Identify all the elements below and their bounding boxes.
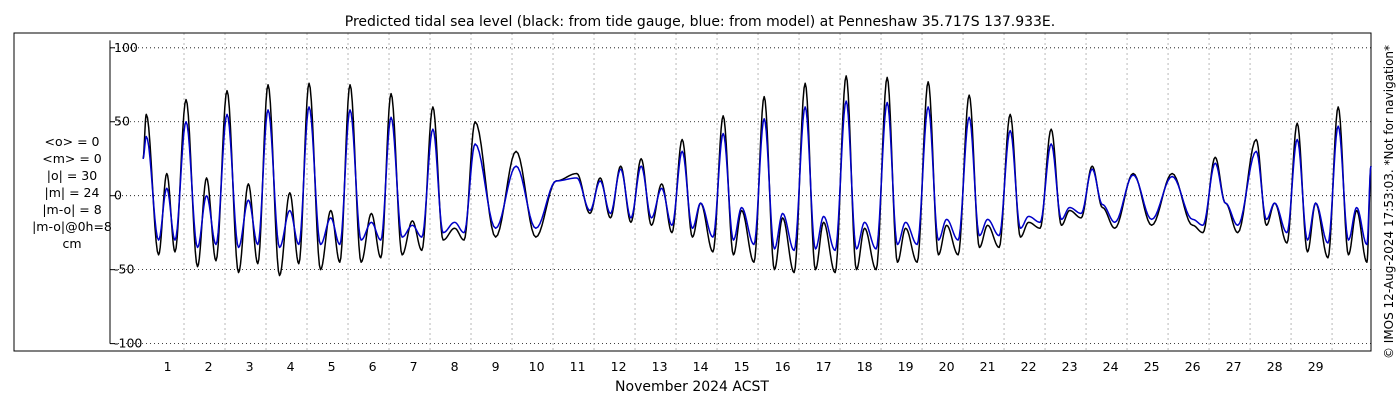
x-tick-label: 4	[287, 359, 295, 374]
y-tick-label: 50	[114, 114, 130, 129]
stats-block: <o> = 0 <m> = 0 |o| = 30 |m| = 24 |m-o| …	[32, 134, 112, 251]
x-tick-label: 29	[1308, 359, 1324, 374]
x-tick-label: 19	[898, 359, 914, 374]
x-tick-label: 13	[652, 359, 668, 374]
x-tick-label: 8	[451, 359, 459, 374]
x-tick-label: 14	[693, 359, 709, 374]
x-tick-label: 2	[205, 359, 213, 374]
chart-title: Predicted tidal sea level (black: from t…	[345, 14, 1055, 30]
x-tick-label: 3	[246, 359, 254, 374]
x-tick-label: 7	[410, 359, 418, 374]
stat-abs-model: |m| = 24	[45, 185, 100, 200]
axes	[13, 32, 1372, 352]
x-tick-label: 27	[1226, 359, 1242, 374]
x-tick-label: 23	[1062, 359, 1078, 374]
x-tick-label: 20	[939, 359, 955, 374]
x-axis-label: November 2024 ACST	[615, 379, 769, 395]
stat-mean-obs: <o> = 0	[45, 134, 100, 149]
x-tick-label: 28	[1267, 359, 1283, 374]
x-tick-label: 25	[1144, 359, 1160, 374]
x-tick-label: 5	[328, 359, 336, 374]
x-tick-label: 17	[816, 359, 832, 374]
x-tick-label: 24	[1103, 359, 1119, 374]
x-tick-label: 18	[857, 359, 873, 374]
grid-lines	[110, 33, 1371, 351]
y-tick-label: -50	[114, 262, 134, 277]
x-tick-label: 9	[492, 359, 500, 374]
series-line-from-model	[142, 100, 1372, 252]
x-tick-label: 6	[369, 359, 377, 374]
x-tick-label: 26	[1185, 359, 1201, 374]
x-tick-label: 1	[164, 359, 172, 374]
x-tick-label: 15	[734, 359, 750, 374]
stat-abs-obs: |o| = 30	[47, 168, 97, 183]
series-lines	[142, 75, 1372, 277]
plot-frame	[13, 32, 1372, 352]
x-tick-label: 21	[980, 359, 996, 374]
copyright-note: © IMOS 12-Aug-2024 17:53:03. *Not for na…	[1382, 45, 1396, 359]
stat-unit: cm	[62, 236, 81, 251]
stat-abs-diff: |m-o| = 8	[42, 202, 101, 217]
y-tick-label: -100	[114, 336, 142, 351]
y-tick-label: 100	[114, 40, 138, 55]
stat-abs-diff-0h: |m-o|@0h=8	[32, 219, 112, 234]
x-tick-label: 12	[611, 359, 627, 374]
x-tick-label: 22	[1021, 359, 1037, 374]
y-tick-label: 0	[114, 188, 122, 203]
series-line-from-tide-gauge	[142, 75, 1372, 277]
x-tick-label: 11	[570, 359, 586, 374]
x-tick-label: 16	[775, 359, 791, 374]
stat-mean-model: <m> = 0	[42, 151, 102, 166]
x-tick-label: 10	[529, 359, 545, 374]
